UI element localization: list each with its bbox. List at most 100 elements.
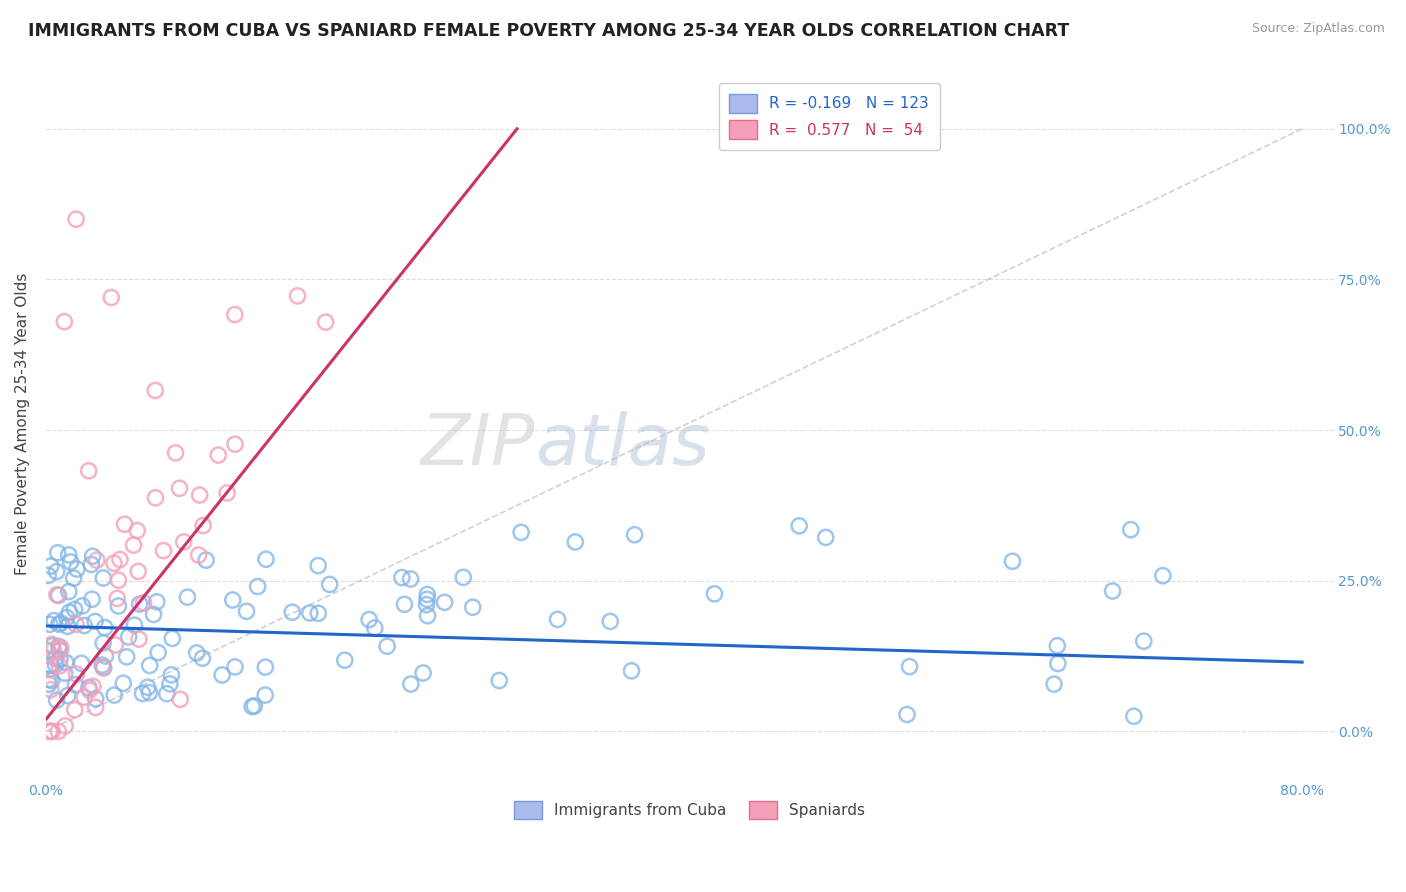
Point [224, 308, 246, 322]
Text: atlas: atlas [536, 411, 710, 480]
Point [128, 632, 150, 646]
Point [107, 599, 129, 613]
Point [146, 646, 169, 660]
Point [45, 693, 67, 707]
Point [138, 685, 160, 699]
Point [412, 665, 434, 680]
Point [333, 653, 356, 667]
Point [298, 606, 321, 620]
Point [77, 681, 100, 695]
Point [896, 707, 918, 722]
Point [100, 291, 122, 305]
Point [48, 617, 70, 632]
Legend: Immigrants from Cuba, Spaniards: Immigrants from Cuba, Spaniards [508, 795, 872, 825]
Point [65, 617, 87, 632]
Point [63, 602, 86, 616]
Text: Source: ZipAtlas.com: Source: ZipAtlas.com [1251, 22, 1385, 36]
Point [91, 636, 114, 650]
Point [1122, 709, 1144, 723]
Point [79, 683, 101, 698]
Point [222, 593, 245, 607]
Point [246, 580, 269, 594]
Point [59, 555, 82, 569]
Point [375, 639, 398, 653]
Point [108, 552, 131, 566]
Point [112, 676, 135, 690]
Point [254, 660, 277, 674]
Point [162, 632, 184, 646]
Point [72, 599, 94, 613]
Point [84, 691, 107, 706]
Point [56, 619, 79, 633]
Point [49, 616, 72, 631]
Point [41, 637, 63, 651]
Point [55, 656, 77, 670]
Point [107, 573, 129, 587]
Point [38, 663, 60, 677]
Point [142, 607, 165, 622]
Point [66, 562, 89, 576]
Point [176, 590, 198, 604]
Point [46, 546, 69, 560]
Point [58, 584, 80, 599]
Point [73, 690, 96, 705]
Point [41, 639, 63, 653]
Point [416, 592, 439, 607]
Point [80, 558, 103, 572]
Point [48, 659, 70, 673]
Point [1043, 677, 1066, 691]
Point [38, 617, 60, 632]
Point [1119, 523, 1142, 537]
Point [599, 615, 621, 629]
Text: ZIP: ZIP [420, 411, 536, 480]
Point [104, 638, 127, 652]
Point [898, 659, 921, 673]
Point [65, 212, 87, 227]
Point [65, 678, 87, 692]
Point [394, 597, 416, 611]
Point [84, 700, 107, 714]
Point [433, 595, 456, 609]
Point [620, 664, 643, 678]
Point [44, 651, 66, 665]
Point [132, 596, 155, 610]
Point [547, 612, 569, 626]
Point [45, 588, 67, 602]
Point [191, 518, 214, 533]
Point [63, 703, 86, 717]
Point [169, 692, 191, 706]
Point [58, 605, 80, 619]
Point [173, 534, 195, 549]
Point [118, 630, 141, 644]
Point [53, 719, 76, 733]
Point [38, 724, 60, 739]
Point [77, 464, 100, 478]
Point [159, 677, 181, 691]
Point [152, 543, 174, 558]
Point [187, 548, 209, 562]
Point [93, 661, 115, 675]
Point [82, 549, 104, 564]
Point [86, 553, 108, 567]
Point [318, 577, 340, 591]
Point [1046, 639, 1069, 653]
Point [41, 724, 63, 739]
Point [224, 437, 246, 451]
Point [1001, 554, 1024, 568]
Point [145, 491, 167, 505]
Point [169, 481, 191, 495]
Point [48, 724, 70, 739]
Point [224, 660, 246, 674]
Point [1152, 568, 1174, 582]
Point [415, 598, 437, 612]
Point [281, 605, 304, 619]
Point [160, 668, 183, 682]
Point [207, 448, 229, 462]
Point [122, 538, 145, 552]
Point [39, 662, 62, 676]
Point [307, 607, 329, 621]
Point [217, 486, 239, 500]
Point [461, 600, 484, 615]
Point [453, 570, 475, 584]
Point [105, 591, 128, 606]
